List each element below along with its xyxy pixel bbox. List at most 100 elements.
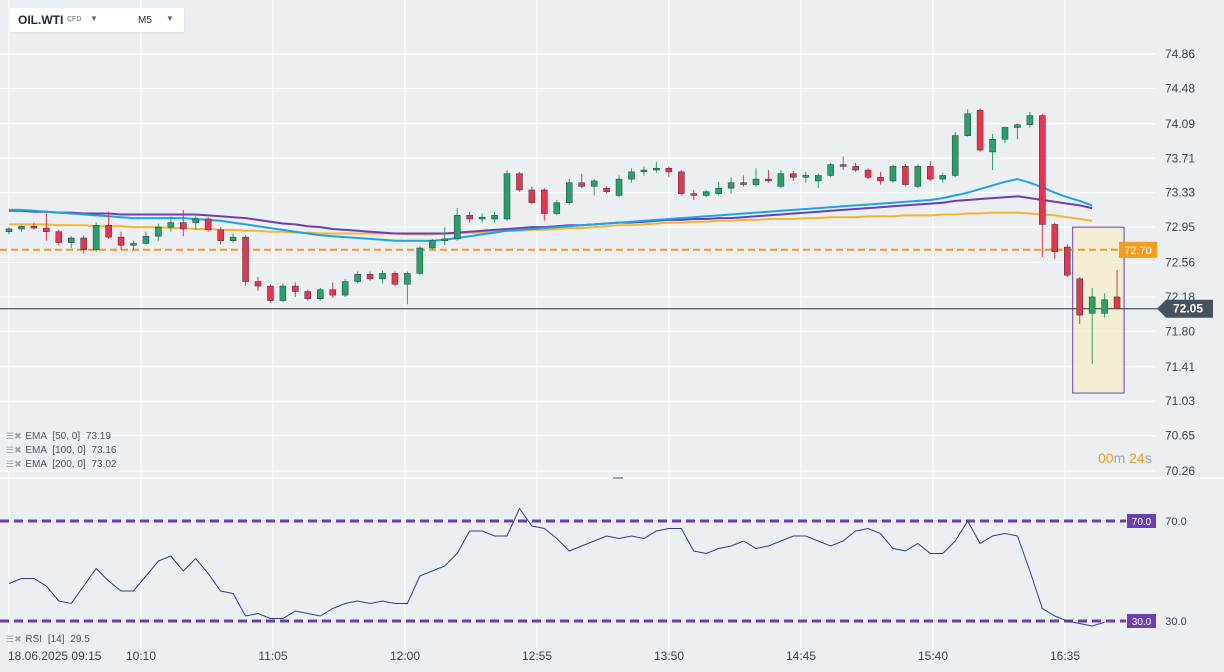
price-axis-tick: 71.41 [1165,360,1195,374]
candle-body [628,171,635,180]
candle-body [391,273,399,285]
price-axis-tick: 72.95 [1165,220,1195,234]
candle-body [1026,115,1034,125]
axes: 70.0 30.0 74.86 74.48 74.09 73.71 73.33 72.95 72… [8,47,1195,663]
candle-body [491,215,498,220]
candle-body [727,182,735,189]
price-axis-tick: 71.03 [1165,394,1195,408]
candle-body [777,173,785,187]
indicator-legend-ema100[interactable]: ☰✖ EMA [100, 0] 73.16 [6,445,116,456]
candle-body [192,218,199,223]
settings-close-icon[interactable]: ☰✖ [6,459,22,469]
indicator-name: EMA [25,431,47,442]
time-axis-tick: 12:55 [522,649,552,663]
indicator-value: 29.5 [70,634,90,645]
settings-close-icon[interactable]: ☰✖ [6,634,22,644]
price-axis-tick: 74.86 [1165,47,1195,61]
candle-body [341,281,349,296]
candle-body [1001,127,1009,140]
candle-body [503,173,511,220]
time-axis-tick: 18.06.2025 09:15 [8,649,102,663]
candle-body [989,138,996,153]
candle-body [902,166,909,185]
candles [5,108,1121,365]
candle-body [715,187,722,194]
indicator-name: EMA [25,445,47,456]
indicator-params: [100, 0] [52,445,86,456]
level-lines [0,248,1160,310]
time-axis-tick: 16:35 [1050,649,1080,663]
candle-body [653,167,660,171]
rsi-axis-tick: 30.0 [1165,616,1186,628]
candle-body [790,173,797,178]
rsi-upper-tag-bg [1127,514,1156,528]
candle-body [1076,278,1083,316]
price-tags: 70.0 30.0 72.70 72.05 [1119,241,1213,628]
indicator-legend-ema200[interactable]: ☰✖ EMA [200, 0] 73.02 [6,459,116,470]
symbol-selector[interactable]: OIL.WTI CFD ▼ M5 ▼ [10,8,184,32]
indicator-params: [200, 0] [52,459,86,470]
settings-close-icon[interactable]: ☰✖ [6,445,22,455]
indicator-value: 73.02 [91,459,117,470]
candle-body [317,289,324,300]
candle-body [92,225,100,251]
time-axis-tick: 11:05 [258,649,287,663]
candle-body [292,285,299,292]
price-axis-tick: 72.56 [1165,256,1195,270]
candle-body [5,228,13,232]
candle-body [740,182,747,185]
indicator-value: 73.16 [91,445,117,456]
candle-body [117,236,125,246]
candle-body [130,243,137,246]
candle-body [665,167,673,173]
candle-body [951,135,959,176]
candle-body [1101,299,1108,314]
indicator-value: 73.19 [85,431,111,442]
settings-close-icon[interactable]: ☰✖ [6,431,22,441]
ema-lines [9,178,1093,242]
candle-body [839,164,847,167]
candle-body [142,235,150,244]
rsi-upper-tag: 70.0 [1132,517,1152,528]
indicator-name: RSI [25,634,43,645]
candle-body [30,225,38,229]
price-axis-tick: 71.80 [1165,324,1195,338]
indicator-params: [14] [47,634,65,645]
timeframe-label[interactable]: M5 [138,15,152,26]
price-axis-tick: 74.09 [1165,117,1195,131]
rsi-line [8,507,1105,627]
caret-down-icon[interactable]: ▼ [90,14,98,23]
candle-body [279,285,287,301]
candle-body [254,281,262,287]
caret-down-icon[interactable]: ▼ [166,14,174,23]
candle-body [354,274,361,282]
candle-body [217,229,224,241]
candle-body [429,240,436,249]
alert-level-tag-bg [1119,241,1157,258]
indicator-legend-rsi[interactable]: ☰✖ RSI [14] 29.5 [6,634,90,645]
candle-body [889,166,897,182]
candle-body [68,237,75,243]
candle-body [1088,296,1096,314]
candle-body [466,215,473,220]
candle-body [1113,296,1121,309]
candle-body [752,178,760,185]
candle-body [1064,246,1071,276]
indicator-legend-ema50[interactable]: ☰✖ EMA [50, 0] 73.19 [6,431,111,442]
candle-body [478,216,486,220]
candle-body [927,166,934,180]
rsi-axis-tick: 70.0 [1165,516,1186,528]
candle-body [976,109,984,151]
countdown-minutes: 00 [1098,450,1114,466]
candle-body [566,182,573,203]
rsi-lower-tag-bg [1127,614,1156,628]
candle-body [366,274,374,280]
candle-body [416,247,424,274]
candle-body [441,238,448,241]
candle-body [304,291,312,300]
time-axis-tick: 15:40 [918,649,948,663]
candle-body [553,202,561,214]
candle-body [267,285,274,301]
time-axis-tick: 12:00 [390,649,420,663]
